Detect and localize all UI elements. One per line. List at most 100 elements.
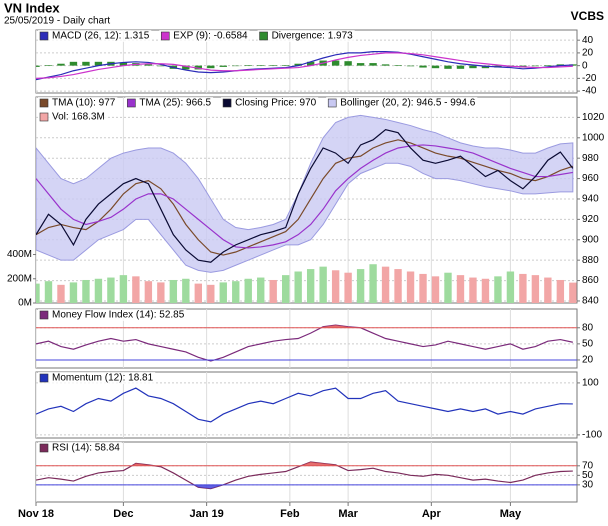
bar — [344, 61, 352, 66]
bar — [94, 61, 103, 66]
legend-label: RSI (14): 58.84 — [52, 443, 120, 454]
bar — [144, 281, 153, 303]
series-line — [36, 139, 574, 256]
panel — [36, 97, 577, 303]
x-tick-label: Nov 18 — [18, 508, 54, 520]
bar — [257, 277, 265, 303]
bar — [282, 275, 290, 303]
bar — [44, 65, 53, 66]
x-tick-label: Dec — [113, 508, 133, 520]
bar — [431, 65, 440, 69]
bar — [269, 279, 277, 303]
bar — [82, 279, 90, 303]
source: VCBS — [571, 9, 604, 23]
bar — [344, 272, 352, 303]
y-tick-label: 50 — [582, 339, 594, 350]
bar — [36, 283, 40, 303]
bar — [57, 63, 65, 66]
legend-swatch — [160, 31, 170, 41]
bar — [381, 64, 390, 66]
bar — [456, 65, 465, 69]
x-tick-label: May — [500, 508, 522, 520]
bar — [569, 282, 577, 303]
x-tick-label: Apr — [422, 508, 442, 520]
level-fill — [321, 325, 361, 328]
bar — [36, 65, 40, 67]
bar — [306, 61, 315, 66]
y-tick-label: 80 — [582, 322, 594, 333]
legend-swatch — [39, 112, 49, 122]
bar — [481, 65, 490, 69]
bar — [232, 65, 240, 67]
legend-bg — [38, 97, 118, 109]
legend-bg — [221, 97, 319, 109]
bar — [219, 65, 227, 67]
bar — [207, 65, 215, 69]
y-tick-label: -40 — [582, 86, 597, 97]
x-tick-label: Jan 19 — [189, 508, 223, 520]
legend-swatch — [39, 310, 49, 320]
y2-tick-label: 200M — [7, 273, 32, 284]
panel — [36, 442, 577, 502]
bar — [506, 271, 515, 303]
bar — [569, 64, 577, 66]
y-tick-label: 20 — [582, 355, 594, 366]
legend-label: MACD (26, 12): 1.315 — [52, 31, 150, 42]
bar — [444, 272, 452, 303]
chart-title: VN Index — [4, 0, 60, 15]
y-tick-label: 0 — [582, 60, 588, 71]
bar — [232, 281, 240, 303]
legend-label: EXP (9): -0.6584 — [173, 31, 248, 42]
bar — [244, 278, 252, 303]
bar — [406, 271, 415, 303]
y-tick-label: 70 — [582, 460, 594, 471]
legend-swatch — [39, 443, 49, 453]
bar — [544, 277, 552, 303]
legend-swatch — [259, 31, 268, 41]
legend-bg — [38, 372, 156, 384]
y-tick-label: 900 — [582, 234, 599, 245]
bar — [219, 282, 227, 303]
y-tick-label: -20 — [582, 73, 597, 84]
bar — [294, 271, 302, 303]
legend-swatch — [127, 98, 136, 108]
bar — [469, 277, 477, 303]
legend-swatch — [39, 31, 49, 41]
legend-bg — [125, 97, 214, 109]
y-tick-label: 1020 — [582, 112, 605, 123]
legend-label: Money Flow Index (14): 52.85 — [52, 310, 185, 321]
bar — [381, 266, 390, 303]
legend-label: Closing Price: 970 — [235, 98, 317, 109]
bar — [456, 275, 465, 303]
bar — [356, 269, 365, 303]
bar — [119, 62, 128, 66]
y-tick-label: 40 — [582, 35, 594, 46]
bar — [107, 277, 115, 303]
bar — [519, 273, 527, 303]
bar — [419, 273, 427, 303]
legend-label: Vol: 168.3M — [52, 112, 105, 123]
bar — [94, 278, 103, 303]
bar — [169, 279, 178, 303]
bar — [144, 64, 153, 66]
bar — [369, 63, 377, 66]
bar — [194, 283, 202, 303]
y2-tick-label: 400M — [7, 249, 32, 260]
series-line — [36, 51, 573, 81]
bar — [244, 65, 252, 66]
legend-bg — [257, 30, 355, 42]
bar — [119, 275, 128, 303]
bar — [306, 269, 315, 303]
legend-swatch — [39, 98, 49, 108]
bar — [481, 278, 490, 303]
series-line — [36, 144, 573, 249]
legend-bg — [326, 97, 478, 109]
y-tick-label: -100 — [582, 430, 602, 441]
y-tick-label: 100 — [582, 378, 599, 389]
bar — [369, 264, 377, 303]
bar — [207, 284, 215, 303]
bar — [531, 275, 540, 303]
bar — [194, 65, 202, 70]
y-tick-label: 50 — [582, 470, 594, 481]
